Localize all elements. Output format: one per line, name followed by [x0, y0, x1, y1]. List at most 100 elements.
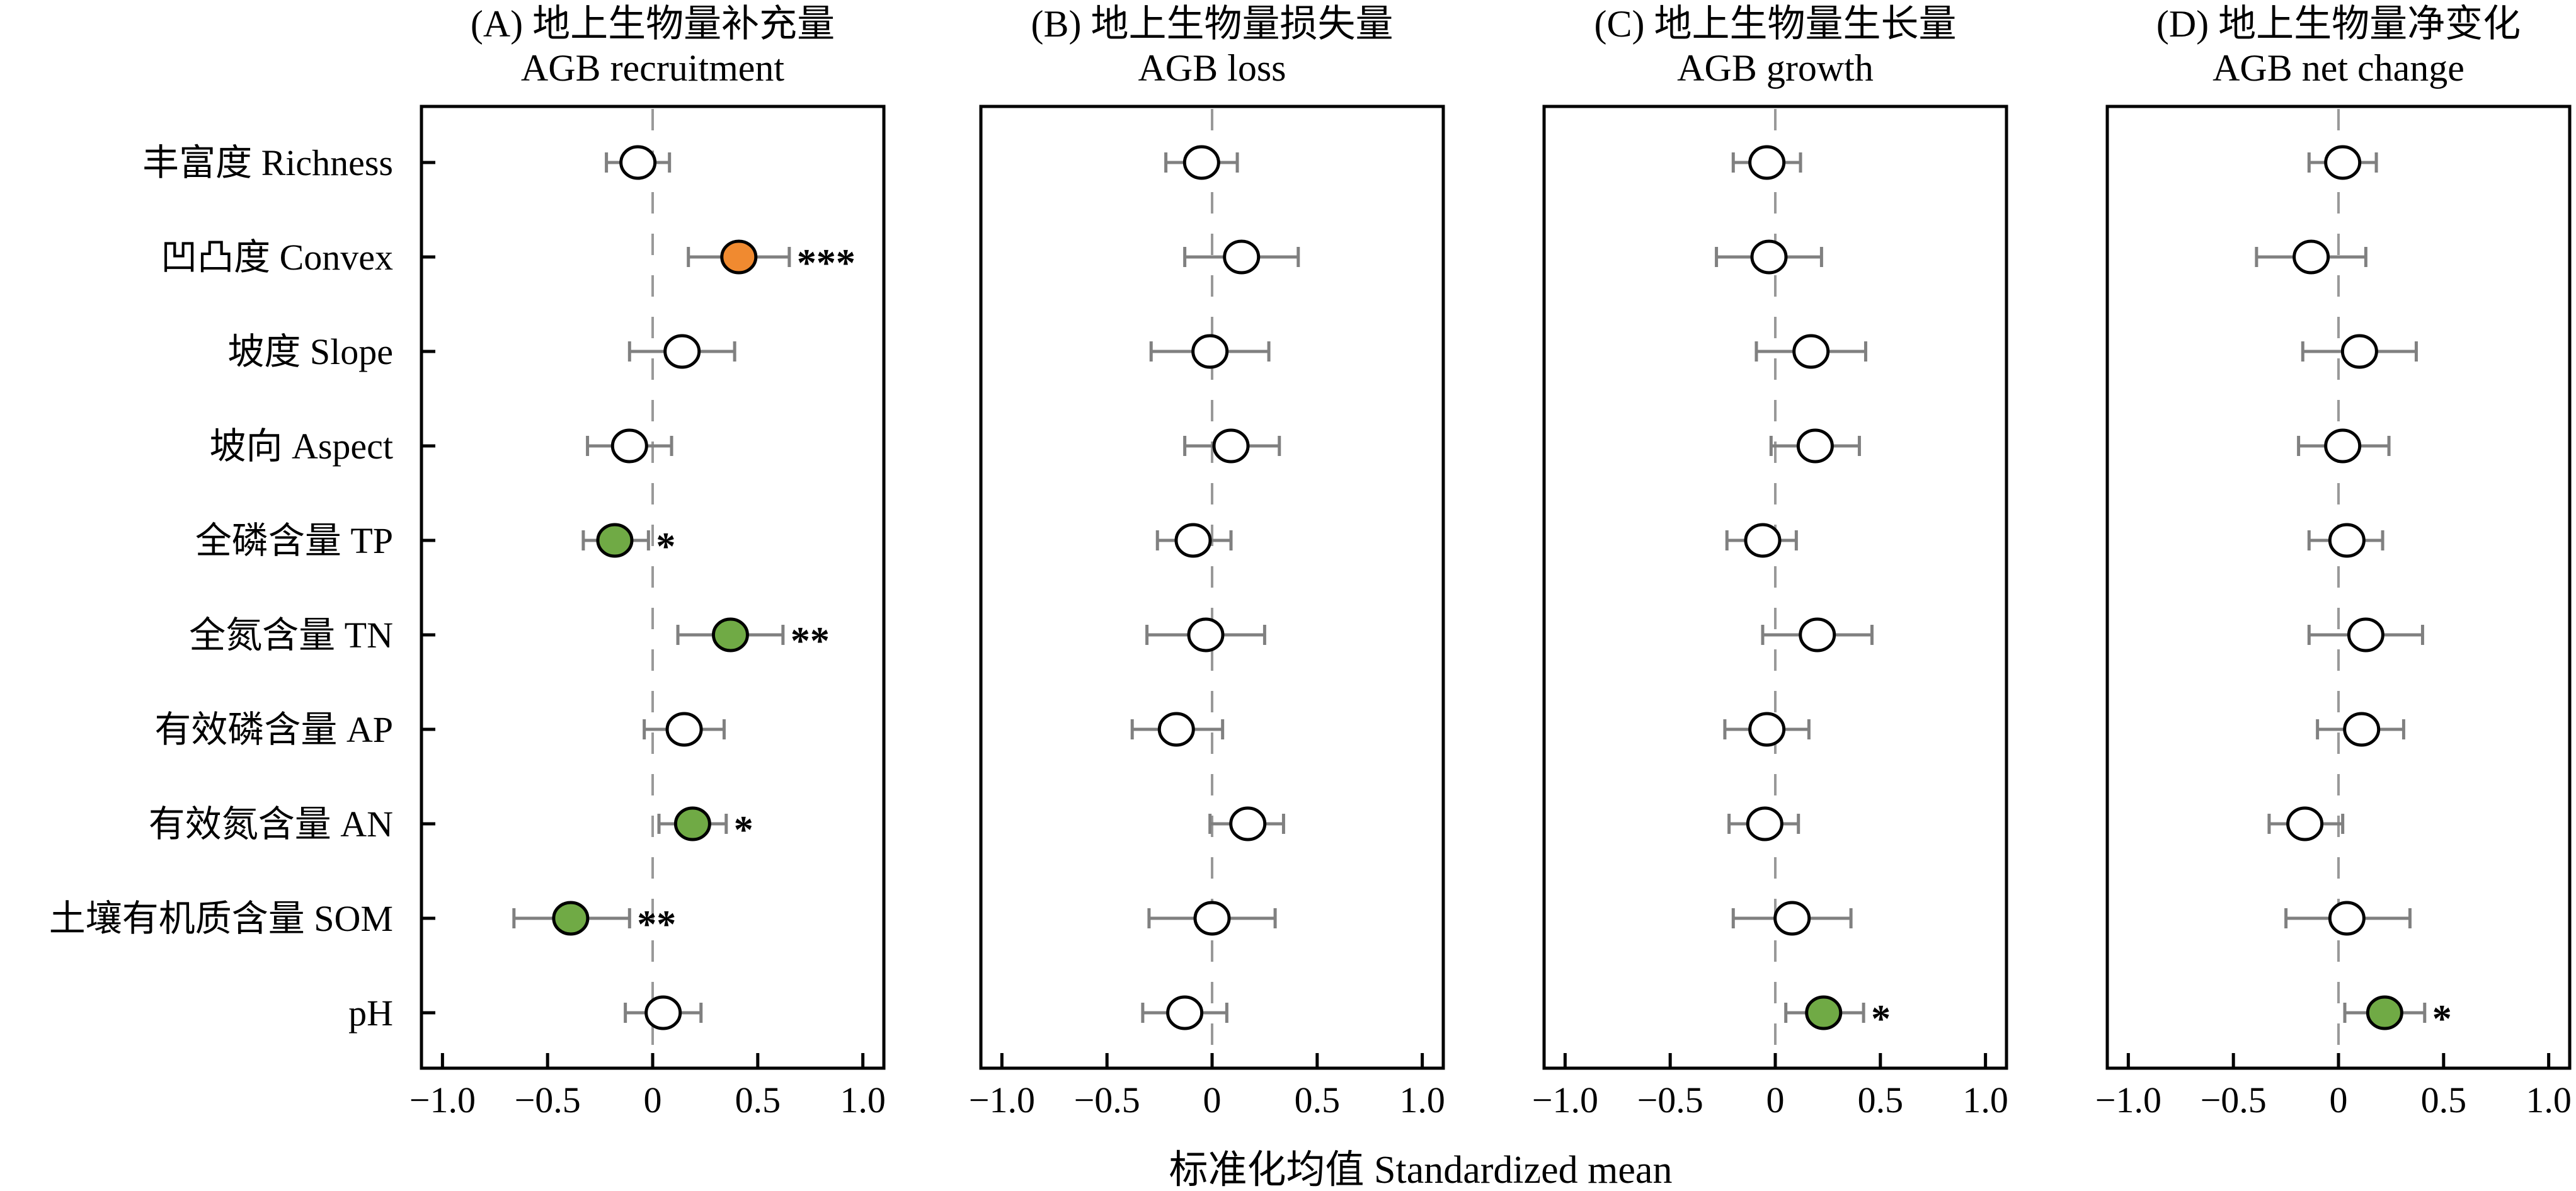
y-category-label: 凹凸度 Convex	[161, 237, 393, 278]
y-category-label: 有效氮含量 AN	[149, 804, 393, 845]
mean-marker	[1212, 428, 1250, 464]
panel-title: (D) 地上生物量净变化	[2156, 3, 2521, 45]
mean-marker	[1796, 428, 1834, 464]
data-point-group	[2301, 334, 2418, 369]
panel-subtitle: AGB net change	[2212, 47, 2464, 89]
y-axis-labels: 丰富度 Richness 凹凸度 Convex 坡度 Slope 坡向 Aspect 全…	[49, 142, 393, 1034]
y-category-label: 土壤有机质含量 SOM	[49, 898, 393, 939]
mean-marker	[1229, 806, 1267, 841]
mean-marker	[610, 428, 648, 464]
panel-title: (A) 地上生物量补充量	[471, 3, 835, 45]
x-tick-label: 1.0	[840, 1080, 886, 1120]
x-tick-label: 0	[644, 1080, 662, 1120]
x-tick-label: 1.0	[1962, 1080, 2008, 1120]
mean-marker	[644, 995, 682, 1030]
x-tick-label: −0.5	[515, 1080, 581, 1120]
mean-marker	[2324, 428, 2362, 464]
data-point-group	[2307, 145, 2378, 180]
significance-label: **	[791, 620, 830, 663]
data-point-group	[1130, 712, 1225, 747]
mean-marker	[552, 901, 590, 936]
mean-marker	[596, 523, 634, 558]
mean-marker	[2328, 523, 2366, 558]
x-tick-label: 0.5	[2421, 1080, 2467, 1120]
mean-marker	[2340, 334, 2378, 369]
data-point-group	[1761, 617, 1874, 652]
mean-marker	[1773, 901, 1811, 936]
x-tick-label: −1.0	[969, 1080, 1035, 1120]
data-point-group	[1715, 239, 1823, 275]
x-tick-label: 0.5	[735, 1080, 781, 1120]
mean-marker	[1174, 523, 1212, 558]
x-tick-label: 1.0	[1399, 1080, 1445, 1120]
mean-marker	[1182, 145, 1220, 180]
data-point-group	[1149, 334, 1271, 369]
data-point-group	[1147, 901, 1277, 936]
data-point-group: *	[581, 523, 675, 568]
data-point-group	[1183, 239, 1300, 275]
mean-marker	[663, 334, 701, 369]
mean-marker	[1166, 995, 1204, 1030]
y-category-label: 坡度 Slope	[227, 331, 393, 372]
data-point-group	[1183, 428, 1281, 464]
x-tick-label: 0	[1203, 1080, 1222, 1120]
significance-label: *	[656, 525, 675, 568]
mean-marker	[1187, 617, 1225, 652]
mean-marker	[1191, 334, 1229, 369]
mean-marker	[665, 712, 703, 747]
mean-marker	[2286, 806, 2324, 841]
y-category-label: 丰富度 Richness	[142, 142, 393, 183]
significance-label: ***	[797, 242, 856, 285]
mean-marker	[619, 145, 657, 180]
x-tick-label: −1.0	[1532, 1080, 1598, 1120]
x-tick-label: −1.0	[2095, 1080, 2161, 1120]
x-tick-label: 0	[2330, 1080, 2348, 1120]
significance-label: *	[2432, 998, 2452, 1040]
data-point-group	[624, 995, 703, 1030]
data-point-group	[1155, 523, 1233, 558]
x-tick-label: −0.5	[1074, 1080, 1140, 1120]
y-category-label: 坡向 Aspect	[209, 426, 393, 467]
significance-label: *	[734, 809, 753, 852]
data-point-group: *	[657, 806, 753, 852]
data-point-group	[1164, 145, 1239, 180]
data-point-group	[2297, 428, 2391, 464]
mean-marker	[1744, 523, 1782, 558]
data-point-group	[1208, 806, 1285, 841]
mean-marker	[1805, 995, 1843, 1030]
data-point-group	[1727, 806, 1800, 841]
data-point-group	[2307, 523, 2384, 558]
data-point-group: *	[1784, 995, 1891, 1040]
data-point-group	[1769, 428, 1861, 464]
x-tick-label: 0.5	[1858, 1080, 1904, 1120]
panel-subtitle: AGB loss	[1138, 47, 1286, 89]
panel-subtitle: AGB recruitment	[521, 47, 785, 89]
data-point-group	[2284, 901, 2412, 936]
x-tick-label: −1.0	[409, 1080, 476, 1120]
data-point-group	[2267, 806, 2345, 841]
data-point-group	[643, 712, 726, 747]
mean-marker	[1799, 617, 1836, 652]
mean-marker	[673, 806, 711, 841]
data-point-group	[2255, 239, 2367, 275]
mean-marker	[2293, 239, 2330, 275]
mean-marker	[1750, 239, 1788, 275]
y-category-label: 有效磷含量 AP	[154, 709, 393, 750]
data-point-group	[1725, 523, 1798, 558]
mean-marker	[1748, 145, 1786, 180]
data-point-group	[586, 428, 673, 464]
panel-subtitle: AGB growth	[1677, 47, 1874, 89]
data-point-group	[627, 334, 736, 369]
y-category-label: pH	[348, 993, 393, 1034]
data-point-group: **	[512, 901, 676, 946]
data-point-group	[1141, 995, 1228, 1030]
data-point-group	[1731, 145, 1802, 180]
x-tick-label: −0.5	[1637, 1080, 1703, 1120]
x-tick-label: 1.0	[2526, 1080, 2572, 1120]
x-tick-label: 0.5	[1295, 1080, 1341, 1120]
